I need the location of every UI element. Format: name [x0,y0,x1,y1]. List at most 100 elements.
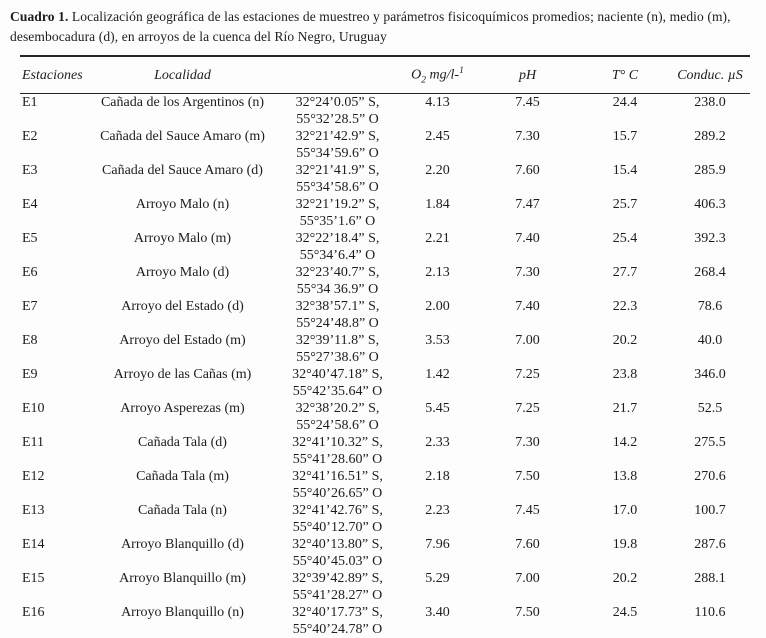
table-row: E12 Cañada Tala (m) 32°41’16.51” S, 55°40’2… [20,468,750,502]
ph-cell: 7.50 [515,605,540,621]
temperature-cell: 21.7 [612,401,638,417]
caption-text-line1: Localización geográfica de las estacione… [71,9,731,24]
temperature-cell: 24.4 [612,95,638,111]
col-header-localidad: Localidad [154,67,211,83]
o2-cell: 1.84 [425,197,450,213]
temperature-cell: 20.2 [612,333,638,349]
table-row: E9 Arroyo de las Cañas (m) 32°40’47.18” S,… [20,366,750,400]
locality-cell: Cañada Tala (n) [138,503,227,519]
table-row: E7 Arroyo del Estado (d) 32°38’57.1” S, 55°… [20,298,750,332]
longitude-line: 55°34’59.6” O [296,145,379,161]
o2-cell: 1.42 [425,367,450,383]
locality-cell: Arroyo Malo (n) [135,197,230,213]
locality-cell: Arroyo del Estado (d) [121,299,244,315]
col-header-temperature: T° C [611,67,639,83]
ph-cell: 7.60 [515,537,540,553]
ph-cell: 7.60 [515,163,540,179]
o2-cell: 7.96 [425,537,450,553]
latitude-line: 32°21’19.2” S, [295,197,380,213]
o2-cell: 2.33 [425,435,450,451]
o2-subscript: 2 [421,75,427,86]
caption-label: Cuadro 1. [10,9,69,24]
temperature-cell: 23.8 [612,367,638,383]
table-row: E11 Cañada Tala (d) 32°41’10.32” S, 55°41’2… [20,434,750,468]
locality-cell: Arroyo Asperezas (m) [120,401,245,417]
coordinates-cell: 32°40’13.80” S, 55°40’45.03” O [275,536,400,570]
station-cell: E8 [22,333,38,349]
conductivity-cell: 100.7 [694,503,726,519]
table-row: E3 Cañada del Sauce Amaro (d) 32°21’41.9” … [20,162,750,196]
table-body: E1 Cañada de los Argentinos (n) 32°24’0.05… [20,94,750,638]
locality-cell: Arroyo Blanquillo (d) [121,537,244,553]
table-row: E13 Cañada Tala (n) 32°41’42.76” S, 55°40’1… [20,502,750,536]
o2-cell: 3.53 [425,333,450,349]
latitude-line: 32°22’18.4” S, [295,231,380,247]
temperature-cell: 20.2 [612,571,638,587]
ph-cell: 7.25 [515,401,540,417]
col-header-o2: O2 mg/l-1 [400,56,475,94]
temperature-cell: 17.0 [612,503,638,519]
ph-cell: 7.47 [515,197,540,213]
latitude-line: 32°38’20.2” S, [295,401,380,417]
table-head: Estaciones Localidad O2 mg/l-1 pH T° C C… [20,56,750,94]
coordinates-cell: 32°24’0.05” S, 55°32’28.5” O [275,94,400,129]
table-caption: Cuadro 1. Localización geográfica de las… [10,7,758,46]
station-cell: E16 [22,605,45,621]
coordinates-cell: 32°21’19.2” S, 55°35’1.6” O [275,196,400,230]
conductivity-cell: 275.5 [694,435,726,451]
temperature-cell: 22.3 [612,299,638,315]
latitude-line: 32°41’42.76” S, [292,503,383,519]
temperature-cell: 15.7 [612,129,638,145]
stations-table: Estaciones Localidad O2 mg/l-1 pH T° C C… [20,55,750,638]
table-row: E10 Arroyo Asperezas (m) 32°38’20.2” S, 55°… [20,400,750,434]
locality-cell: Arroyo Blanquillo (n) [121,605,244,621]
ph-cell: 7.40 [515,299,540,315]
table-row: E16 Arroyo Blanquillo (n) 32°40’17.73” S, 5… [20,604,750,638]
coordinates-cell: 32°41’10.32” S, 55°41’28.60” O [275,434,400,468]
coordinates-cell: 32°23’40.7” S, 55°34 36.9” O [275,264,400,298]
ph-cell: 7.25 [515,367,540,383]
longitude-line: 55°34’58.6” O [296,179,379,195]
ph-cell: 7.30 [515,129,540,145]
conductivity-cell: 52.5 [697,401,723,417]
conductivity-cell: 268.4 [694,265,726,281]
station-cell: E3 [22,163,38,179]
longitude-line: 55°41’28.60” O [292,451,383,467]
caption-line-1: Cuadro 1. Localización geográfica de las… [10,7,758,27]
o2-cell: 2.21 [425,231,450,247]
coordinates-cell: 32°22’18.4” S, 55°34’6.4” O [275,230,400,264]
o2-cell: 2.13 [425,265,450,281]
table-row: E8 Arroyo del Estado (m) 32°39’11.8” S, 55°… [20,332,750,366]
latitude-line: 32°24’0.05” S, [295,95,380,111]
conductivity-cell: 287.6 [694,537,726,553]
latitude-line: 32°39’11.8” S, [295,333,380,349]
locality-cell: Arroyo Malo (m) [133,231,232,247]
coordinates-cell: 32°38’57.1” S, 55°24’48.8” O [275,298,400,332]
header-row: Estaciones Localidad O2 mg/l-1 pH T° C C… [20,56,750,94]
coordinates-cell: 32°40’47.18” S, 55°42’35.64” O [275,366,400,400]
o2-cell: 2.45 [425,129,450,145]
conductivity-cell: 238.0 [694,95,726,111]
longitude-line: 55°40’12.70” O [292,519,383,535]
table-row: E6 Arroyo Malo (d) 32°23’40.7” S, 55°34 36.… [20,264,750,298]
longitude-line: 55°41’28.27” O [292,587,383,603]
ph-cell: 7.45 [515,95,540,111]
station-cell: E10 [22,401,45,417]
table-row: E1 Cañada de los Argentinos (n) 32°24’0.05… [20,94,750,129]
col-header-estaciones: Estaciones [22,67,83,83]
locality-cell: Cañada Tala (m) [136,469,229,485]
conductivity-cell: 40.0 [697,333,723,349]
o2-cell: 2.20 [425,163,450,179]
col-header-ph: pH [518,67,537,83]
caption-text-line2: desembocadura (d), en arroyos de la cuen… [10,28,387,44]
ph-cell: 7.30 [515,265,540,281]
station-cell: E13 [22,503,45,519]
o2-superscript: 1 [459,66,464,76]
o2-cell: 2.23 [425,503,450,519]
table-row: E15 Arroyo Blanquillo (m) 32°39’42.89” S, 5… [20,570,750,604]
ph-cell: 7.50 [515,469,540,485]
col-header-conductivity: Conduc. µS [677,67,743,83]
conductivity-cell: 270.6 [694,469,726,485]
conductivity-cell: 392.3 [694,231,726,247]
conductivity-cell: 289.2 [694,129,726,145]
